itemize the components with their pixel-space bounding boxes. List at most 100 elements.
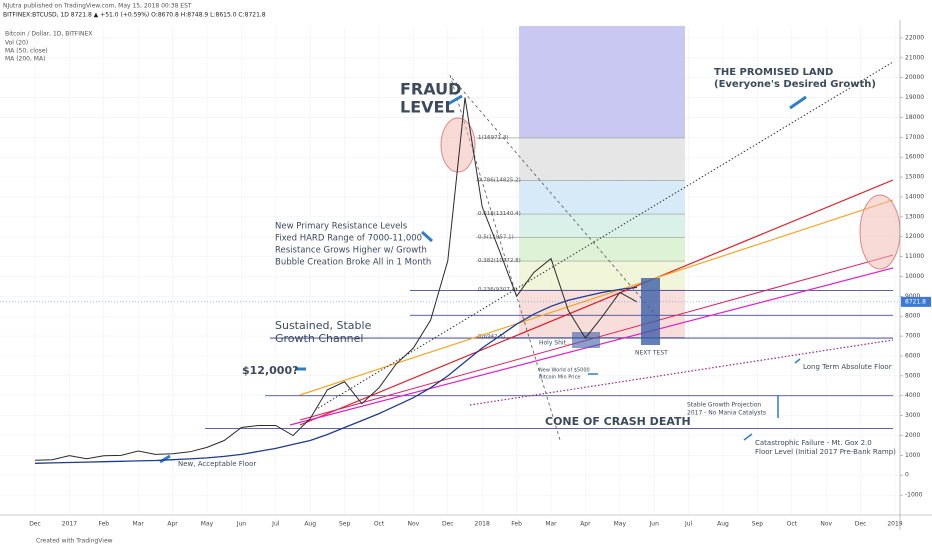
annotation: LEVEL (400, 98, 455, 117)
arrow (447, 94, 463, 106)
holy-box (572, 332, 600, 348)
trend-line (314, 61, 894, 411)
y-tick-label: 15000 (905, 174, 924, 181)
annotation: Holy Shit... (539, 340, 572, 347)
annotation: New, Acceptable Floor (178, 460, 256, 468)
x-tick-label: Mar (545, 521, 557, 528)
x-tick-label: Dec (855, 521, 867, 528)
annotation: Bubble Creation Broke All in 1 Month (275, 258, 431, 268)
trend-lines (159, 61, 901, 464)
published-line: NJutra published on TradingView.com, May… (3, 3, 192, 10)
fib-label: 0.5(11957.1) (478, 235, 514, 241)
annotation: Bitcoin Min Price (539, 375, 580, 381)
annotation: New Primary Resistance Levels (275, 222, 408, 232)
y-tick-label: 18000 (905, 114, 924, 121)
x-tick-label: Nov (408, 521, 420, 528)
trend-line (299, 179, 894, 426)
annotation: THE PROMISED LAND (714, 67, 833, 78)
y-tick-label: -1000 (905, 492, 923, 499)
y-tick-label: 12000 (905, 233, 924, 240)
x-tick-label: May (201, 521, 214, 528)
trend-line (299, 199, 894, 396)
fib-label: 0.786(14825.2) (478, 178, 521, 184)
x-tick-label: May (614, 521, 627, 528)
arrows (159, 94, 807, 464)
footer: Created with TradingView (36, 538, 113, 545)
last-price-label: 8721.8 (905, 298, 926, 305)
fib-label: 1(16971.3) (478, 135, 509, 141)
y-tick-label: 14000 (905, 193, 924, 200)
annotation: Resistance Grows Higher w/ Growth (275, 246, 427, 256)
legend-entry: Vol (20) (5, 40, 28, 47)
x-tick-label: Jun (649, 521, 660, 528)
x-tick-label: Feb (98, 521, 109, 528)
y-tick-label: 4000 (905, 392, 920, 399)
y-tick-label: 10000 (905, 273, 924, 280)
x-tick-label: Aug (304, 521, 316, 528)
y-tick-label: 21000 (905, 54, 924, 61)
fib-zone (519, 137, 685, 181)
x-tick-label: Jul (684, 521, 693, 528)
y-tick-label: 7000 (905, 333, 920, 340)
y-tick-label: 8000 (905, 313, 920, 320)
annotation: $12,000? (242, 364, 298, 377)
x-tick-label: 2017 (62, 521, 77, 528)
y-tick-label: 17000 (905, 134, 924, 141)
y-tick-label: 16000 (905, 154, 924, 161)
annotation: CONE OF CRASH DEATH (545, 415, 691, 428)
x-tick-label: Aug (717, 521, 729, 528)
annotation: New World of $5000 (539, 368, 590, 374)
x-tick-label: 2018 (475, 521, 490, 528)
y-tick-label: 5000 (905, 372, 920, 379)
y-tick-label: 13000 (905, 213, 924, 220)
annotation: 2017 - No Mania Catalysts (687, 410, 766, 417)
annotation: Fixed HARD Range of 7000-11,000 (275, 234, 422, 244)
projection-zone (519, 26, 685, 138)
highlight-circle (440, 117, 476, 173)
next-test-box (641, 278, 660, 345)
arrow (789, 95, 807, 110)
y-tick-label: 11000 (905, 253, 924, 260)
x-tick-label: Feb (511, 521, 522, 528)
arrow (794, 358, 801, 364)
annotation: Stable Growth Projection (687, 402, 761, 409)
annotation: Growth Channel (275, 332, 363, 345)
x-tick-label: Oct (374, 521, 385, 528)
trend-line (451, 77, 661, 321)
annotation: Floor Level (Initial 2017 Pre-Bank Ramp) (755, 448, 896, 456)
last-price-tag (901, 296, 931, 307)
x-tick-label: Jul (271, 521, 280, 528)
highlight-circle (859, 194, 901, 270)
annotation: Catastrophic Failure - Mt. Gox 2.0 (755, 439, 872, 447)
annotation: Sustained, Stable (275, 319, 372, 332)
x-tick-label: Mar (133, 521, 145, 528)
x-tick-label: Sep (339, 521, 351, 528)
x-tick-label: Nov (820, 521, 832, 528)
x-tick-label: Jun (236, 521, 247, 528)
annotation: Long Term Absolute Floor (803, 363, 892, 371)
line (34, 97, 638, 461)
trend-line (469, 339, 894, 406)
y-tick-label: 20000 (905, 74, 924, 81)
x-tick-label: Dec (442, 521, 454, 528)
annotation: FRAUD (400, 80, 461, 99)
x-tick-label: Dec (29, 521, 41, 528)
fib-label: 0.382(10772.8) (478, 258, 521, 264)
fib-zone (519, 180, 685, 215)
line (34, 286, 638, 464)
arrow (420, 230, 434, 243)
legend-entry: MA (200, MA) (5, 56, 45, 63)
y-tick-label: 6000 (905, 352, 920, 359)
x-tick-label: Apr (167, 521, 178, 528)
fib-label: 0(6942.5) (478, 334, 505, 340)
y-tick-label: 0 (905, 472, 909, 479)
annotation: (Everyone's Desired Growth) (714, 79, 876, 90)
legend-entry: MA (50, close) (5, 48, 48, 55)
x-tick-label: Oct (787, 521, 798, 528)
arrow (743, 433, 753, 441)
annotation: NEXT TEST (635, 350, 668, 357)
x-tick-label: 2019 (887, 521, 902, 528)
fib-label: 0.618(13140.4) (478, 211, 521, 217)
x-tick-label: Sep (752, 521, 764, 528)
